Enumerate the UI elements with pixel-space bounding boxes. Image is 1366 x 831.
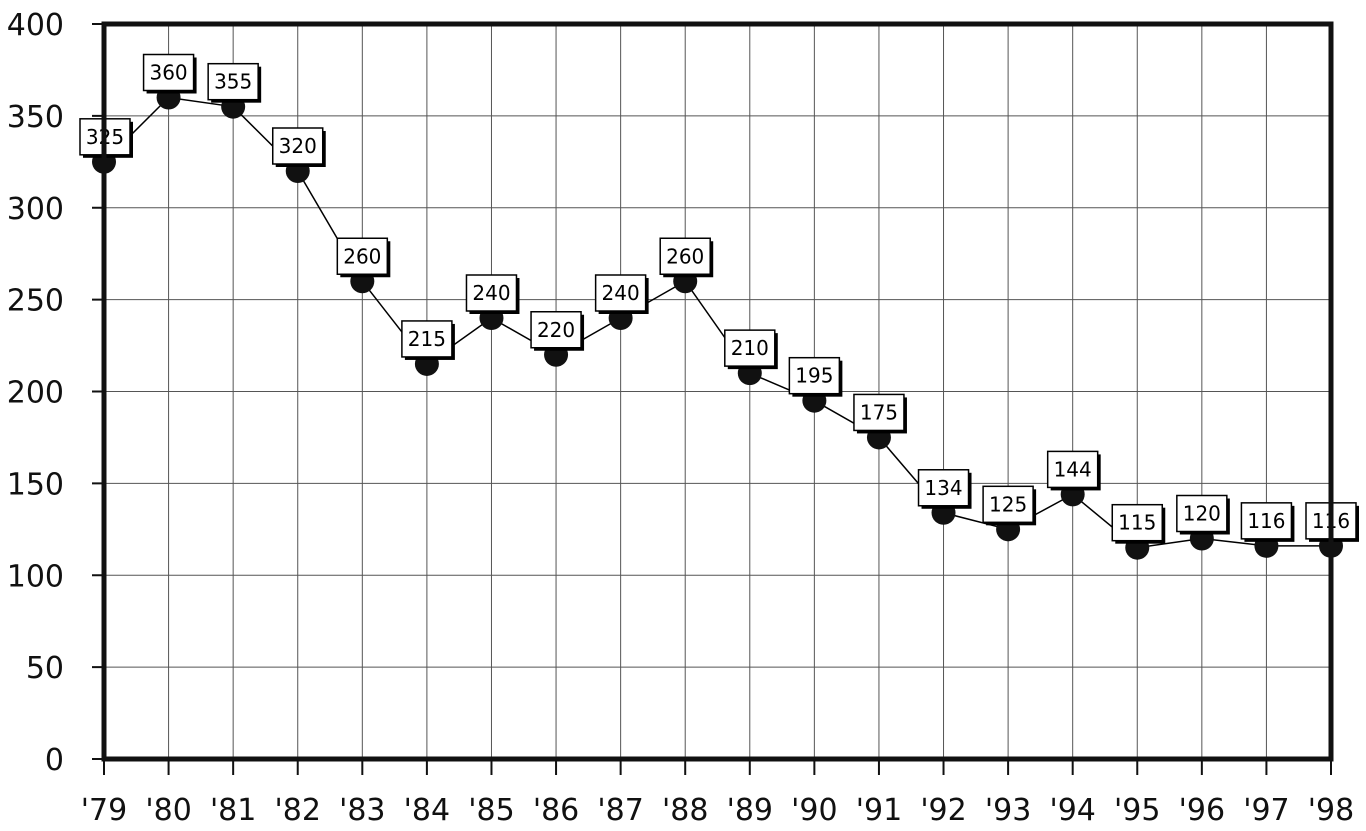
x-tick-label: '81 (210, 793, 256, 828)
x-tick-label: '96 (1179, 793, 1225, 828)
x-tick-label: '82 (275, 793, 321, 828)
data-label: 355 (214, 70, 252, 94)
data-label-box (142, 53, 195, 92)
x-tick-label: '86 (533, 793, 579, 828)
data-label: 260 (666, 244, 704, 268)
y-tick-label: 200 (7, 376, 64, 411)
x-tick-label: '95 (1114, 793, 1160, 828)
data-label: 195 (795, 364, 833, 388)
data-label-box (788, 356, 841, 395)
data-label-box (1176, 494, 1228, 533)
x-tick-label: '93 (985, 793, 1031, 828)
data-label-box (1046, 450, 1099, 489)
data-label-box (917, 469, 970, 507)
data-label: 210 (731, 336, 769, 360)
y-tick-label: 50 (26, 651, 64, 686)
data-label: 215 (408, 327, 446, 351)
data-label-box (207, 62, 259, 101)
data-label: 175 (860, 400, 898, 424)
x-tick-label: '87 (597, 793, 643, 828)
data-label-box (530, 311, 582, 349)
data-label-box (401, 320, 453, 358)
data-label-box (982, 485, 1034, 524)
data-label: 260 (343, 244, 381, 268)
data-label: 120 (1183, 502, 1221, 526)
x-tick-label: '91 (856, 793, 902, 828)
data-label: 115 (1118, 511, 1156, 535)
data-label-box (724, 329, 776, 367)
x-tick-label: '83 (339, 793, 385, 828)
x-tick-label: '88 (662, 793, 708, 828)
x-tick-label: '94 (1049, 793, 1095, 828)
data-label-box (659, 237, 711, 275)
data-label: 240 (472, 281, 510, 305)
y-tick-label: 350 (7, 100, 64, 135)
data-label: 320 (279, 134, 317, 158)
y-tick-label: 250 (7, 284, 64, 319)
x-axis-tick-labels: '79 '80 '81 '82 '83 '84 '85 '86 '87 '88 '89 '90 '91 '… (81, 759, 1354, 828)
y-tick-label: 300 (7, 192, 64, 227)
x-tick-label: '90 (791, 793, 837, 828)
x-tick-label: '92 (920, 793, 966, 828)
data-label: 240 (602, 281, 640, 305)
y-tick-label: 100 (7, 559, 64, 594)
y-axis-tick-labels: 0 50 100 150 200 250 300 350 400 (7, 8, 104, 778)
data-label: 360 (149, 61, 187, 85)
x-tick-label: '89 (727, 793, 773, 828)
data-label-box (336, 237, 389, 275)
x-tick-label: '84 (404, 793, 450, 828)
data-label-box (853, 393, 905, 432)
data-label: 134 (924, 476, 962, 500)
data-label-box (465, 274, 518, 312)
x-tick-label: '98 (1308, 793, 1354, 828)
y-tick-label: 150 (7, 467, 64, 502)
data-label-box (271, 127, 324, 165)
data-label-box (1111, 503, 1164, 542)
data-label: 220 (537, 318, 575, 342)
y-tick-label: 0 (45, 743, 64, 778)
x-tick-label: '85 (468, 793, 514, 828)
y-tick-label: 400 (7, 8, 64, 43)
x-tick-label: '80 (145, 793, 191, 828)
data-label: 125 (989, 492, 1027, 516)
data-label: 116 (1247, 509, 1285, 533)
data-label-box (1240, 502, 1293, 540)
data-label-box (594, 274, 647, 312)
x-tick-label: '97 (1243, 793, 1289, 828)
data-label: 144 (1054, 457, 1092, 481)
x-tick-label: '79 (81, 793, 127, 828)
